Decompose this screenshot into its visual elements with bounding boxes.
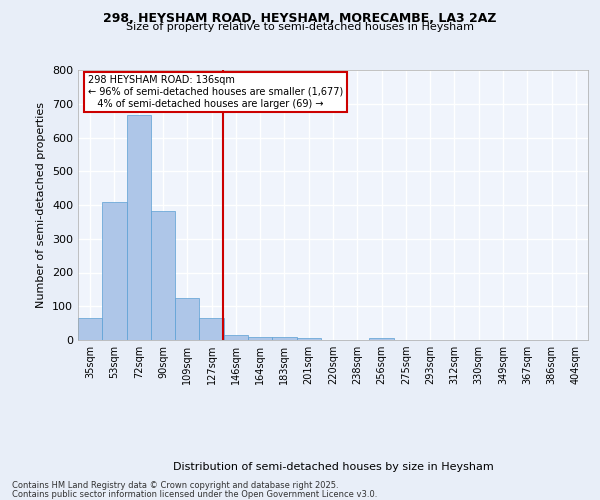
Bar: [175, 298, 199, 340]
Bar: [370, 338, 394, 340]
Bar: [248, 336, 272, 340]
Bar: [296, 338, 321, 340]
Text: Distribution of semi-detached houses by size in Heysham: Distribution of semi-detached houses by …: [173, 462, 493, 472]
Text: 298 HEYSHAM ROAD: 136sqm
← 96% of semi-detached houses are smaller (1,677)
   4%: 298 HEYSHAM ROAD: 136sqm ← 96% of semi-d…: [88, 76, 343, 108]
Bar: [102, 202, 127, 340]
Bar: [272, 338, 296, 340]
Text: Contains HM Land Registry data © Crown copyright and database right 2025.: Contains HM Land Registry data © Crown c…: [12, 481, 338, 490]
Y-axis label: Number of semi-detached properties: Number of semi-detached properties: [37, 102, 46, 308]
Text: Size of property relative to semi-detached houses in Heysham: Size of property relative to semi-detach…: [126, 22, 474, 32]
Text: Contains public sector information licensed under the Open Government Licence v3: Contains public sector information licen…: [12, 490, 377, 499]
Bar: [127, 114, 151, 340]
Text: 298, HEYSHAM ROAD, HEYSHAM, MORECAMBE, LA3 2AZ: 298, HEYSHAM ROAD, HEYSHAM, MORECAMBE, L…: [103, 12, 497, 26]
Bar: [199, 318, 224, 340]
Bar: [151, 210, 175, 340]
Bar: [78, 318, 102, 340]
Bar: [224, 335, 248, 340]
